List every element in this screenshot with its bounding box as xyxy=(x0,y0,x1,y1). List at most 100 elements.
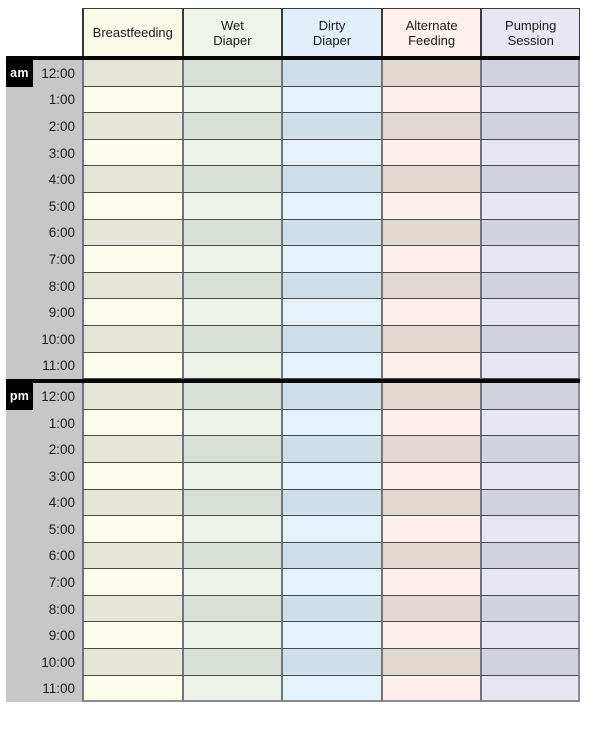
hour-row: 10:00 xyxy=(6,325,580,353)
entry-cell xyxy=(181,516,282,543)
time-label: 8:00 xyxy=(48,601,75,617)
hour-row: 1:00 xyxy=(6,86,580,114)
entry-cell xyxy=(181,219,282,247)
time-label-cell: 4:00 xyxy=(6,489,82,517)
entry-cell xyxy=(380,622,481,650)
entry-cell xyxy=(82,383,182,410)
column-header-alternate-feeding: Alternate Feeding xyxy=(380,8,481,56)
entry-cell xyxy=(480,489,580,517)
entry-cell xyxy=(82,139,182,167)
entry-cell xyxy=(480,595,580,623)
entry-cell xyxy=(480,516,580,543)
entry-cell xyxy=(380,436,481,463)
time-label-cell: 9:00 xyxy=(6,622,82,650)
time-label-cell: 5:00 xyxy=(6,192,82,220)
entry-cell xyxy=(480,272,580,300)
column-header-pumping-session: Pumping Session xyxy=(480,8,580,56)
time-label-cell: 2:00 xyxy=(6,113,82,140)
time-label: 9:00 xyxy=(48,305,75,321)
entry-cell xyxy=(181,436,282,463)
hour-row: 2:00 xyxy=(6,113,580,140)
entry-cell xyxy=(480,325,580,353)
entry-cell xyxy=(82,60,182,87)
entry-cell xyxy=(181,542,282,570)
entry-cell xyxy=(82,675,182,703)
section-pm: pm 12:00 1:00 2:00 3:00 4:00 5:00 6:00 7:00 8:00 9… xyxy=(6,383,580,703)
time-label: 8:00 xyxy=(48,278,75,294)
entry-cell xyxy=(281,622,381,650)
entry-cell xyxy=(181,166,282,193)
time-label: 12:00 xyxy=(41,388,75,404)
entry-cell xyxy=(281,649,381,676)
hour-row: 9:00 xyxy=(6,299,580,326)
hour-row: 6:00 xyxy=(6,219,580,247)
entry-cell xyxy=(281,436,381,463)
entry-cell xyxy=(281,139,381,167)
entry-cell xyxy=(380,489,481,517)
time-label: 2:00 xyxy=(48,118,75,134)
entry-cell xyxy=(380,272,481,300)
time-label-cell: 11:00 xyxy=(6,352,82,380)
entry-cell xyxy=(82,219,182,247)
entry-cell xyxy=(480,569,580,596)
table-body: am 12:00 1:00 2:00 3:00 4:00 5:00 6:00 7:00 8:00 9… xyxy=(6,60,580,703)
hour-row: pm 12:00 xyxy=(6,383,580,410)
section-am: am 12:00 1:00 2:00 3:00 4:00 5:00 6:00 7:00 8:00 9… xyxy=(6,60,580,380)
entry-cell xyxy=(380,219,481,247)
entry-cell xyxy=(181,113,282,140)
entry-cell xyxy=(480,246,580,273)
hour-row: 1:00 xyxy=(6,409,580,437)
time-label-cell: 7:00 xyxy=(6,569,82,596)
entry-cell xyxy=(181,462,282,490)
entry-cell xyxy=(480,139,580,167)
hour-row: 4:00 xyxy=(6,166,580,193)
entry-cell xyxy=(480,86,580,114)
time-label-cell: 3:00 xyxy=(6,139,82,167)
time-label: 3:00 xyxy=(48,468,75,484)
entry-cell xyxy=(82,166,182,193)
time-label-cell: 6:00 xyxy=(6,542,82,570)
time-label: 1:00 xyxy=(48,415,75,431)
entry-cell xyxy=(82,542,182,570)
hour-row: 3:00 xyxy=(6,462,580,490)
entry-cell xyxy=(380,542,481,570)
hour-row: 10:00 xyxy=(6,649,580,676)
section-divider xyxy=(6,379,580,384)
entry-cell xyxy=(82,462,182,490)
entry-cell xyxy=(380,409,481,437)
entry-cell xyxy=(181,246,282,273)
hour-row: 7:00 xyxy=(6,246,580,273)
entry-cell xyxy=(480,542,580,570)
entry-cell xyxy=(281,595,381,623)
entry-cell xyxy=(181,675,282,703)
entry-cell xyxy=(281,166,381,193)
time-label-cell: 7:00 xyxy=(6,246,82,273)
entry-cell xyxy=(380,246,481,273)
entry-cell xyxy=(380,383,481,410)
entry-cell xyxy=(480,649,580,676)
time-label: 5:00 xyxy=(48,198,75,214)
entry-cell xyxy=(380,516,481,543)
hour-row: 8:00 xyxy=(6,595,580,623)
entry-cell xyxy=(82,272,182,300)
time-label-cell: 11:00 xyxy=(6,675,82,703)
entry-cell xyxy=(380,139,481,167)
entry-cell xyxy=(281,675,381,703)
time-label: 4:00 xyxy=(48,495,75,511)
entry-cell xyxy=(82,113,182,140)
entry-cell xyxy=(380,192,481,220)
entry-cell xyxy=(181,649,282,676)
time-label-cell: 9:00 xyxy=(6,299,82,326)
entry-cell xyxy=(281,272,381,300)
time-label-cell: 10:00 xyxy=(6,649,82,676)
time-label: 6:00 xyxy=(48,548,75,564)
entry-cell xyxy=(380,595,481,623)
entry-cell xyxy=(181,192,282,220)
entry-cell xyxy=(281,113,381,140)
column-header-dirty-diaper: Dirty Diaper xyxy=(281,8,381,56)
entry-cell xyxy=(181,489,282,517)
entry-cell xyxy=(380,299,481,326)
entry-cell xyxy=(380,166,481,193)
entry-cell xyxy=(480,675,580,703)
entry-cell xyxy=(480,462,580,490)
